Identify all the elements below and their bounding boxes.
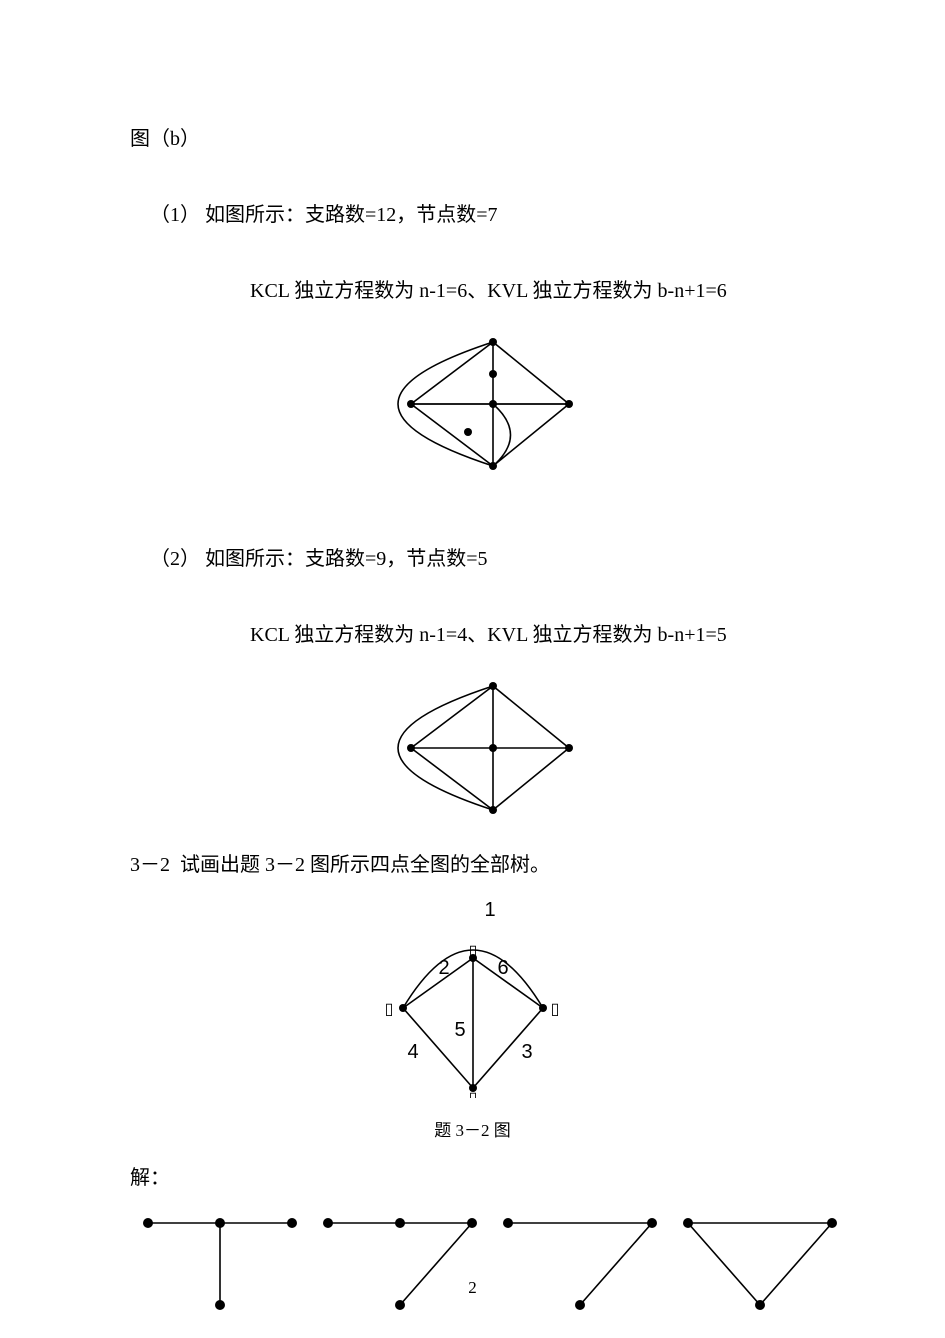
svg-text:▯: ▯ [384,1001,393,1018]
svg-text:2: 2 [438,957,449,979]
figure-b-label: 图（b） [130,120,815,158]
svg-text:▯: ▯ [468,943,477,960]
svg-text:4: 4 [407,1041,418,1063]
svg-text:3: 3 [521,1041,532,1063]
tree-diagram-1 [130,1205,310,1315]
tree-diagram-4 [670,1205,850,1315]
section-1-num: （1） [150,204,200,226]
tree-diagram-2 [310,1205,490,1315]
section-1-rest: 如图所示：支路数=12，节点数=7 [200,204,498,226]
section-2-line-2: KCL 独立方程数为 n-1=4、KVL 独立方程数为 b-n+1=5 [250,616,815,654]
answer-label: 解： [130,1159,815,1197]
section-1-line-1: （1） 如图所示：支路数=12，节点数=7 [130,158,815,272]
problem-3-2-line: 3－2 试画出题 3－2 图所示四点全图的全部树。 [130,846,815,884]
figure-2-graph [323,668,623,828]
figure-3-2-caption: 题 3－2 图 [130,1116,815,1141]
svg-text:▯: ▯ [550,1001,559,1018]
section-2-num: （2） [150,548,200,570]
section-2-rest: 如图所示：支路数=9，节点数=5 [200,548,488,570]
tree-diagram-3 [490,1205,670,1315]
section-2-line-1: （2） 如图所示：支路数=9，节点数=5 [130,502,815,616]
svg-text:5: 5 [454,1019,465,1041]
figure-3-2-graph: 1 2 6 5 4 3 ▯ ▯ ▯ ▯ [343,898,603,1098]
svg-text:6: 6 [497,957,508,979]
tree-diagrams-row [130,1205,850,1315]
page-number: 2 [0,1278,945,1298]
section-1-line-2: KCL 独立方程数为 n-1=6、KVL 独立方程数为 b-n+1=6 [250,272,815,310]
page: 图（b） （1） 如图所示：支路数=12，节点数=7 KCL 独立方程数为 n-… [0,0,945,1338]
svg-text:1: 1 [484,899,495,921]
svg-text:▯: ▯ [468,1090,477,1098]
figure-1-graph [323,324,623,484]
